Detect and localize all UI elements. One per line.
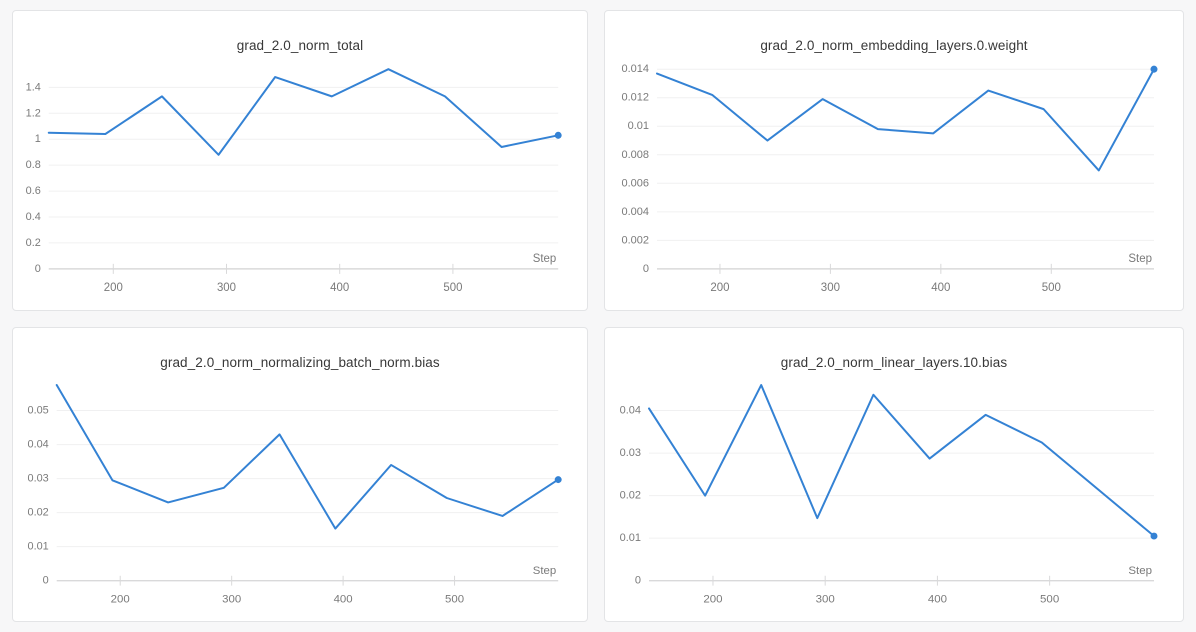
chart-canvas-4[interactable]: 0 0.01 0.02 0.03 0.04 200 300 400 500 Step [605,328,1183,621]
x-tick-label: 500 [443,282,462,294]
chart-canvas-2[interactable]: 0 0.002 0.004 0.006 0.008 0.01 0.012 0.014 200 30… [605,11,1183,310]
chart-canvas-1[interactable]: 0 0.2 0.4 0.6 0.8 1 1.2 1.4 200 300 400 500 Step [13,11,587,310]
chart-canvas-3[interactable]: 0 0.01 0.02 0.03 0.04 0.05 200 300 400 500 Step [13,328,587,621]
y-tick-label: 0 [35,263,41,275]
step-axis-label: Step [533,253,556,265]
y-tick-label: 1.4 [26,81,41,93]
x-tick-label: 400 [931,282,950,294]
y-tick-label: 0.2 [26,237,41,249]
step-axis-label: Step [1128,253,1152,265]
chart-panel-grad-norm-linear-bias[interactable]: grad_2.0_norm_linear_layers.10.bias 0 0.0… [604,327,1184,622]
x-tick-label: 400 [330,282,349,294]
y-tick-label: 0.02 [620,490,641,502]
y-tick-label: 0.01 [28,541,49,553]
y-tick-label: 0.6 [26,185,41,197]
y-tick-label: 0.8 [26,159,41,171]
y-tick-label: 0.03 [620,447,641,459]
step-axis-label: Step [1128,565,1152,577]
x-tick-label: 500 [1042,282,1061,294]
y-tick-label: 0.02 [28,507,49,519]
y-tick-label: 0.004 [622,206,649,218]
last-point-marker [554,131,562,139]
y-tick-label: 1 [35,133,41,145]
y-tick-label: 0.002 [622,234,649,246]
y-tick-label: 0 [643,263,649,275]
y-tick-label: 0.04 [620,405,641,417]
y-tick-label: 0.008 [622,149,649,161]
y-tick-label: 0.05 [28,405,49,417]
x-tick-label: 500 [445,594,464,606]
y-tick-label: 0.014 [622,63,649,75]
last-point-marker [554,476,562,484]
chart-panel-grad-norm-batch-norm-bias[interactable]: grad_2.0_norm_normalizing_batch_norm.bia… [12,327,588,622]
x-tick-label: 300 [222,594,241,606]
y-tick-label: 0.012 [622,92,649,104]
y-tick-label: 0 [635,575,641,587]
y-tick-label: 0.01 [620,532,641,544]
x-tick-label: 400 [334,594,353,606]
y-tick-label: 0.4 [26,211,41,223]
x-tick-label: 400 [928,594,947,606]
y-tick-label: 0.03 [28,473,49,485]
last-point-marker [1150,65,1158,73]
series-line [656,68,1155,172]
y-tick-label: 0.04 [28,439,49,451]
x-tick-label: 500 [1040,594,1059,606]
series-line [55,384,560,530]
x-tick-label: 300 [821,282,840,294]
x-tick-label: 300 [816,594,835,606]
series-line [47,68,560,156]
y-tick-label: 0.006 [622,177,649,189]
y-tick-label: 0.01 [628,120,649,132]
chart-panel-grad-norm-total[interactable]: grad_2.0_norm_total 0 0.2 0.4 0.6 0.8 1 1.2 1.4… [12,10,588,311]
y-tick-label: 0 [43,575,49,587]
x-tick-label: 200 [703,594,722,606]
y-tick-label: 1.2 [26,107,41,119]
x-tick-label: 200 [111,594,130,606]
x-tick-label: 200 [104,282,123,294]
chart-panel-grad-norm-embedding-weight[interactable]: grad_2.0_norm_embedding_layers.0.weight … [604,10,1184,311]
step-axis-label: Step [533,565,556,577]
x-tick-label: 200 [710,282,729,294]
x-tick-label: 300 [217,282,236,294]
series-line [648,384,1155,538]
last-point-marker [1150,532,1158,540]
